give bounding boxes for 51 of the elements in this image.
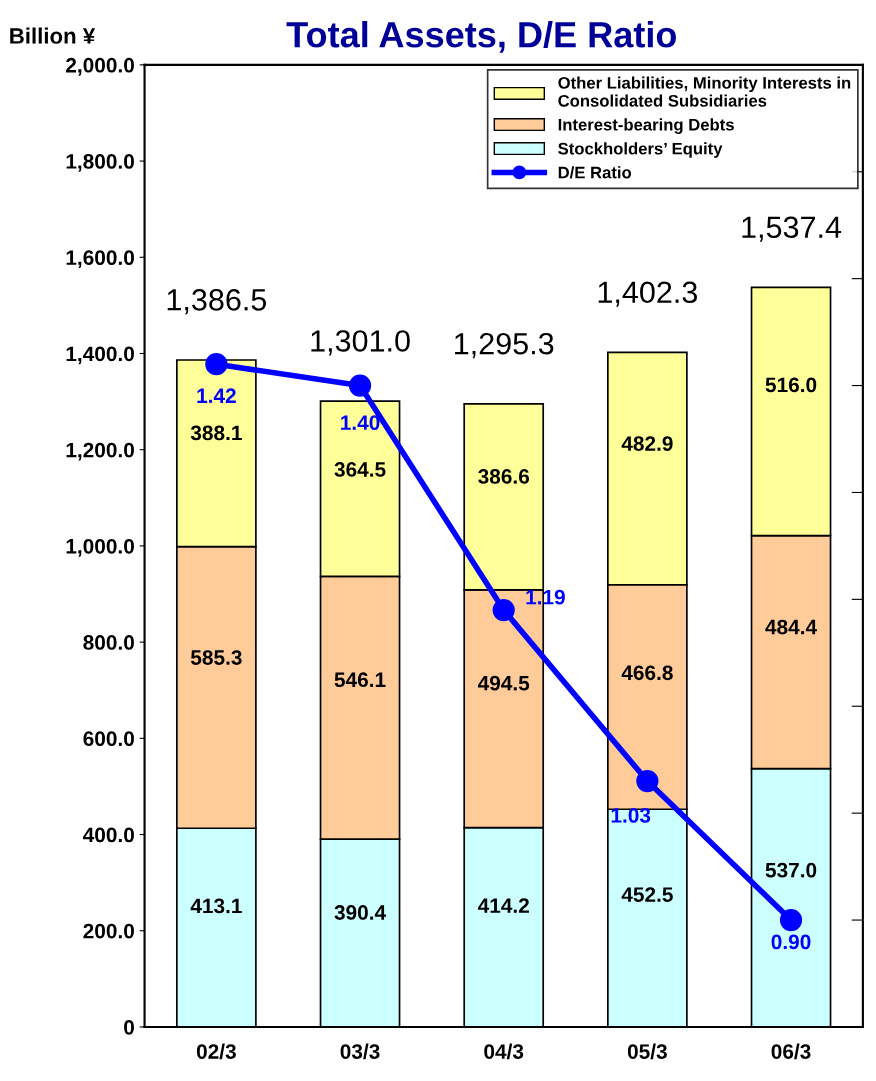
data-label: 466.8 (621, 665, 673, 681)
x-tick-label: 05/3 (627, 1043, 667, 1060)
legend-label: Stockholders’ Equity (558, 142, 723, 158)
y-tick-label: 1,200.0 (66, 442, 134, 461)
data-label: 452.5 (621, 887, 673, 902)
y-tick-label: 200.0 (83, 923, 134, 939)
total-label: 1,301.0 (311, 330, 410, 356)
data-label: 388.1 (190, 425, 242, 441)
data-label: 1.40 (341, 415, 380, 431)
data-label: 414.2 (477, 898, 529, 913)
data-label: 390.4 (334, 905, 386, 920)
point (492, 598, 515, 622)
y-tick-label: 1,600.0 (66, 250, 134, 269)
total-label: 1,402.3 (598, 281, 697, 307)
chart-title: Total Assets, D/E Ratio (286, 21, 677, 53)
y-axis-title: Billion ¥ (10, 27, 96, 44)
total-label: 1,295.3 (455, 332, 554, 359)
point (205, 353, 228, 376)
data-label: 1.03 (611, 808, 651, 823)
data-label: 364.5 (334, 462, 386, 477)
data-label: 386.6 (478, 469, 530, 484)
data-label: 0.90 (771, 934, 811, 950)
y-tick-label: 800.0 (83, 635, 134, 650)
legend-label: D/E Ratio (558, 166, 632, 179)
legend-label: Other Liabilities, Minority Interests in Consolidated Subsidiaries (558, 76, 851, 107)
point (636, 769, 659, 793)
data-label: 537.0 (765, 862, 817, 878)
data-label: 1.42 (197, 388, 236, 403)
data-label: 494.5 (477, 675, 530, 691)
y-tick-label: 2,000.0 (66, 57, 134, 76)
y-tick-label: 600.0 (83, 731, 134, 747)
total-label: 1,537.4 (742, 216, 842, 242)
data-label: 585.3 (190, 650, 242, 665)
point (779, 908, 803, 932)
y-tick-label: 1,400.0 (66, 346, 134, 365)
y-tick-label: 400.0 (83, 827, 134, 843)
data-label: 546.1 (334, 672, 386, 688)
x-tick-label: 03/3 (340, 1043, 380, 1060)
data-label: 413.1 (190, 898, 242, 914)
point (348, 374, 372, 397)
x-tick-label: 04/3 (484, 1043, 524, 1060)
y-tick-label: 0 (124, 1019, 134, 1035)
data-label: 482.9 (621, 436, 673, 451)
x-tick-label: 02/3 (196, 1043, 236, 1060)
x-tick-label: 06/3 (771, 1043, 811, 1060)
total-label: 1,386.5 (167, 289, 267, 315)
data-label: 516.0 (765, 377, 817, 393)
legend-label: Interest-bearing Debts (558, 118, 734, 134)
y-tick-label: 1,800.0 (66, 154, 134, 172)
data-label: 484.4 (765, 619, 817, 635)
y-tick-label: 1,000.0 (66, 538, 134, 557)
